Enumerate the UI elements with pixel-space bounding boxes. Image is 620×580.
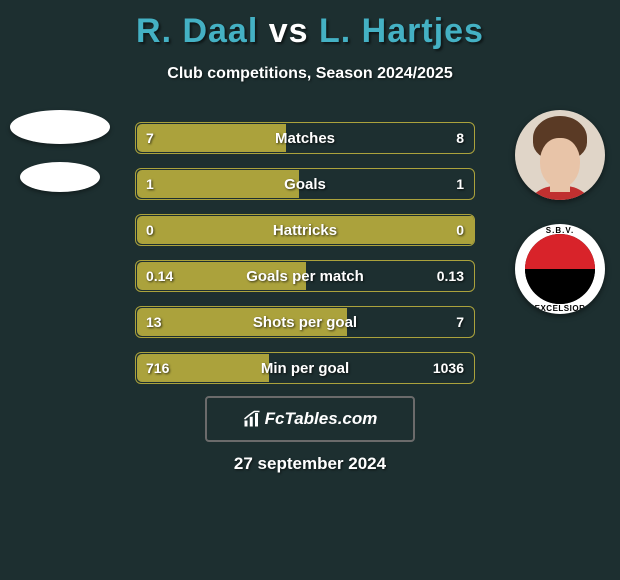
subtitle: Club competitions, Season 2024/2025 xyxy=(0,65,620,83)
bar-value-left: 1 xyxy=(146,169,154,199)
bar-value-right: 8 xyxy=(456,123,464,153)
bar-value-right: 1036 xyxy=(433,353,464,383)
bar-value-left: 7 xyxy=(146,123,154,153)
bar-value-right: 1 xyxy=(456,169,464,199)
watermark-text: FcTables.com xyxy=(265,409,378,429)
bar-value-right: 7 xyxy=(456,307,464,337)
player1-club-placeholder xyxy=(20,162,100,192)
left-player-column xyxy=(10,110,110,210)
title-player1: R. Daal xyxy=(136,12,258,50)
date: 27 september 2024 xyxy=(0,454,620,474)
bar-value-right: 0.13 xyxy=(437,261,464,291)
bar-fill-left xyxy=(137,170,299,198)
bar-value-left: 716 xyxy=(146,353,169,383)
player2-photo xyxy=(515,110,605,200)
player1-photo-placeholder xyxy=(10,110,110,144)
right-player-column: S.B.V. EXCELSIOR xyxy=(510,110,610,314)
title-vs: vs xyxy=(269,12,309,50)
comparison-bars: 78Matches11Goals00Hattricks0.140.13Goals… xyxy=(135,122,475,398)
club-logo-top-text: S.B.V. xyxy=(515,226,605,235)
bar-value-left: 0.14 xyxy=(146,261,173,291)
bar-row: 11Goals xyxy=(135,168,475,200)
bar-row: 78Matches xyxy=(135,122,475,154)
bar-row: 7161036Min per goal xyxy=(135,352,475,384)
bar-row: 0.140.13Goals per match xyxy=(135,260,475,292)
watermark: FcTables.com xyxy=(205,396,415,442)
bar-fill-left xyxy=(137,308,347,336)
bar-row: 137Shots per goal xyxy=(135,306,475,338)
bar-fill-left xyxy=(137,124,286,152)
bar-fill-left xyxy=(137,216,475,244)
bar-value-left: 13 xyxy=(146,307,162,337)
player2-club-logo: S.B.V. EXCELSIOR xyxy=(515,224,605,314)
bar-value-right: 0 xyxy=(456,215,464,245)
club-logo-bottom-text: EXCELSIOR xyxy=(515,304,605,313)
bar-row: 00Hattricks xyxy=(135,214,475,246)
bar-value-left: 0 xyxy=(146,215,154,245)
watermark-icon xyxy=(243,410,261,428)
comparison-title: R. Daal vs L. Hartjes xyxy=(0,0,620,51)
title-player2: L. Hartjes xyxy=(319,12,484,50)
